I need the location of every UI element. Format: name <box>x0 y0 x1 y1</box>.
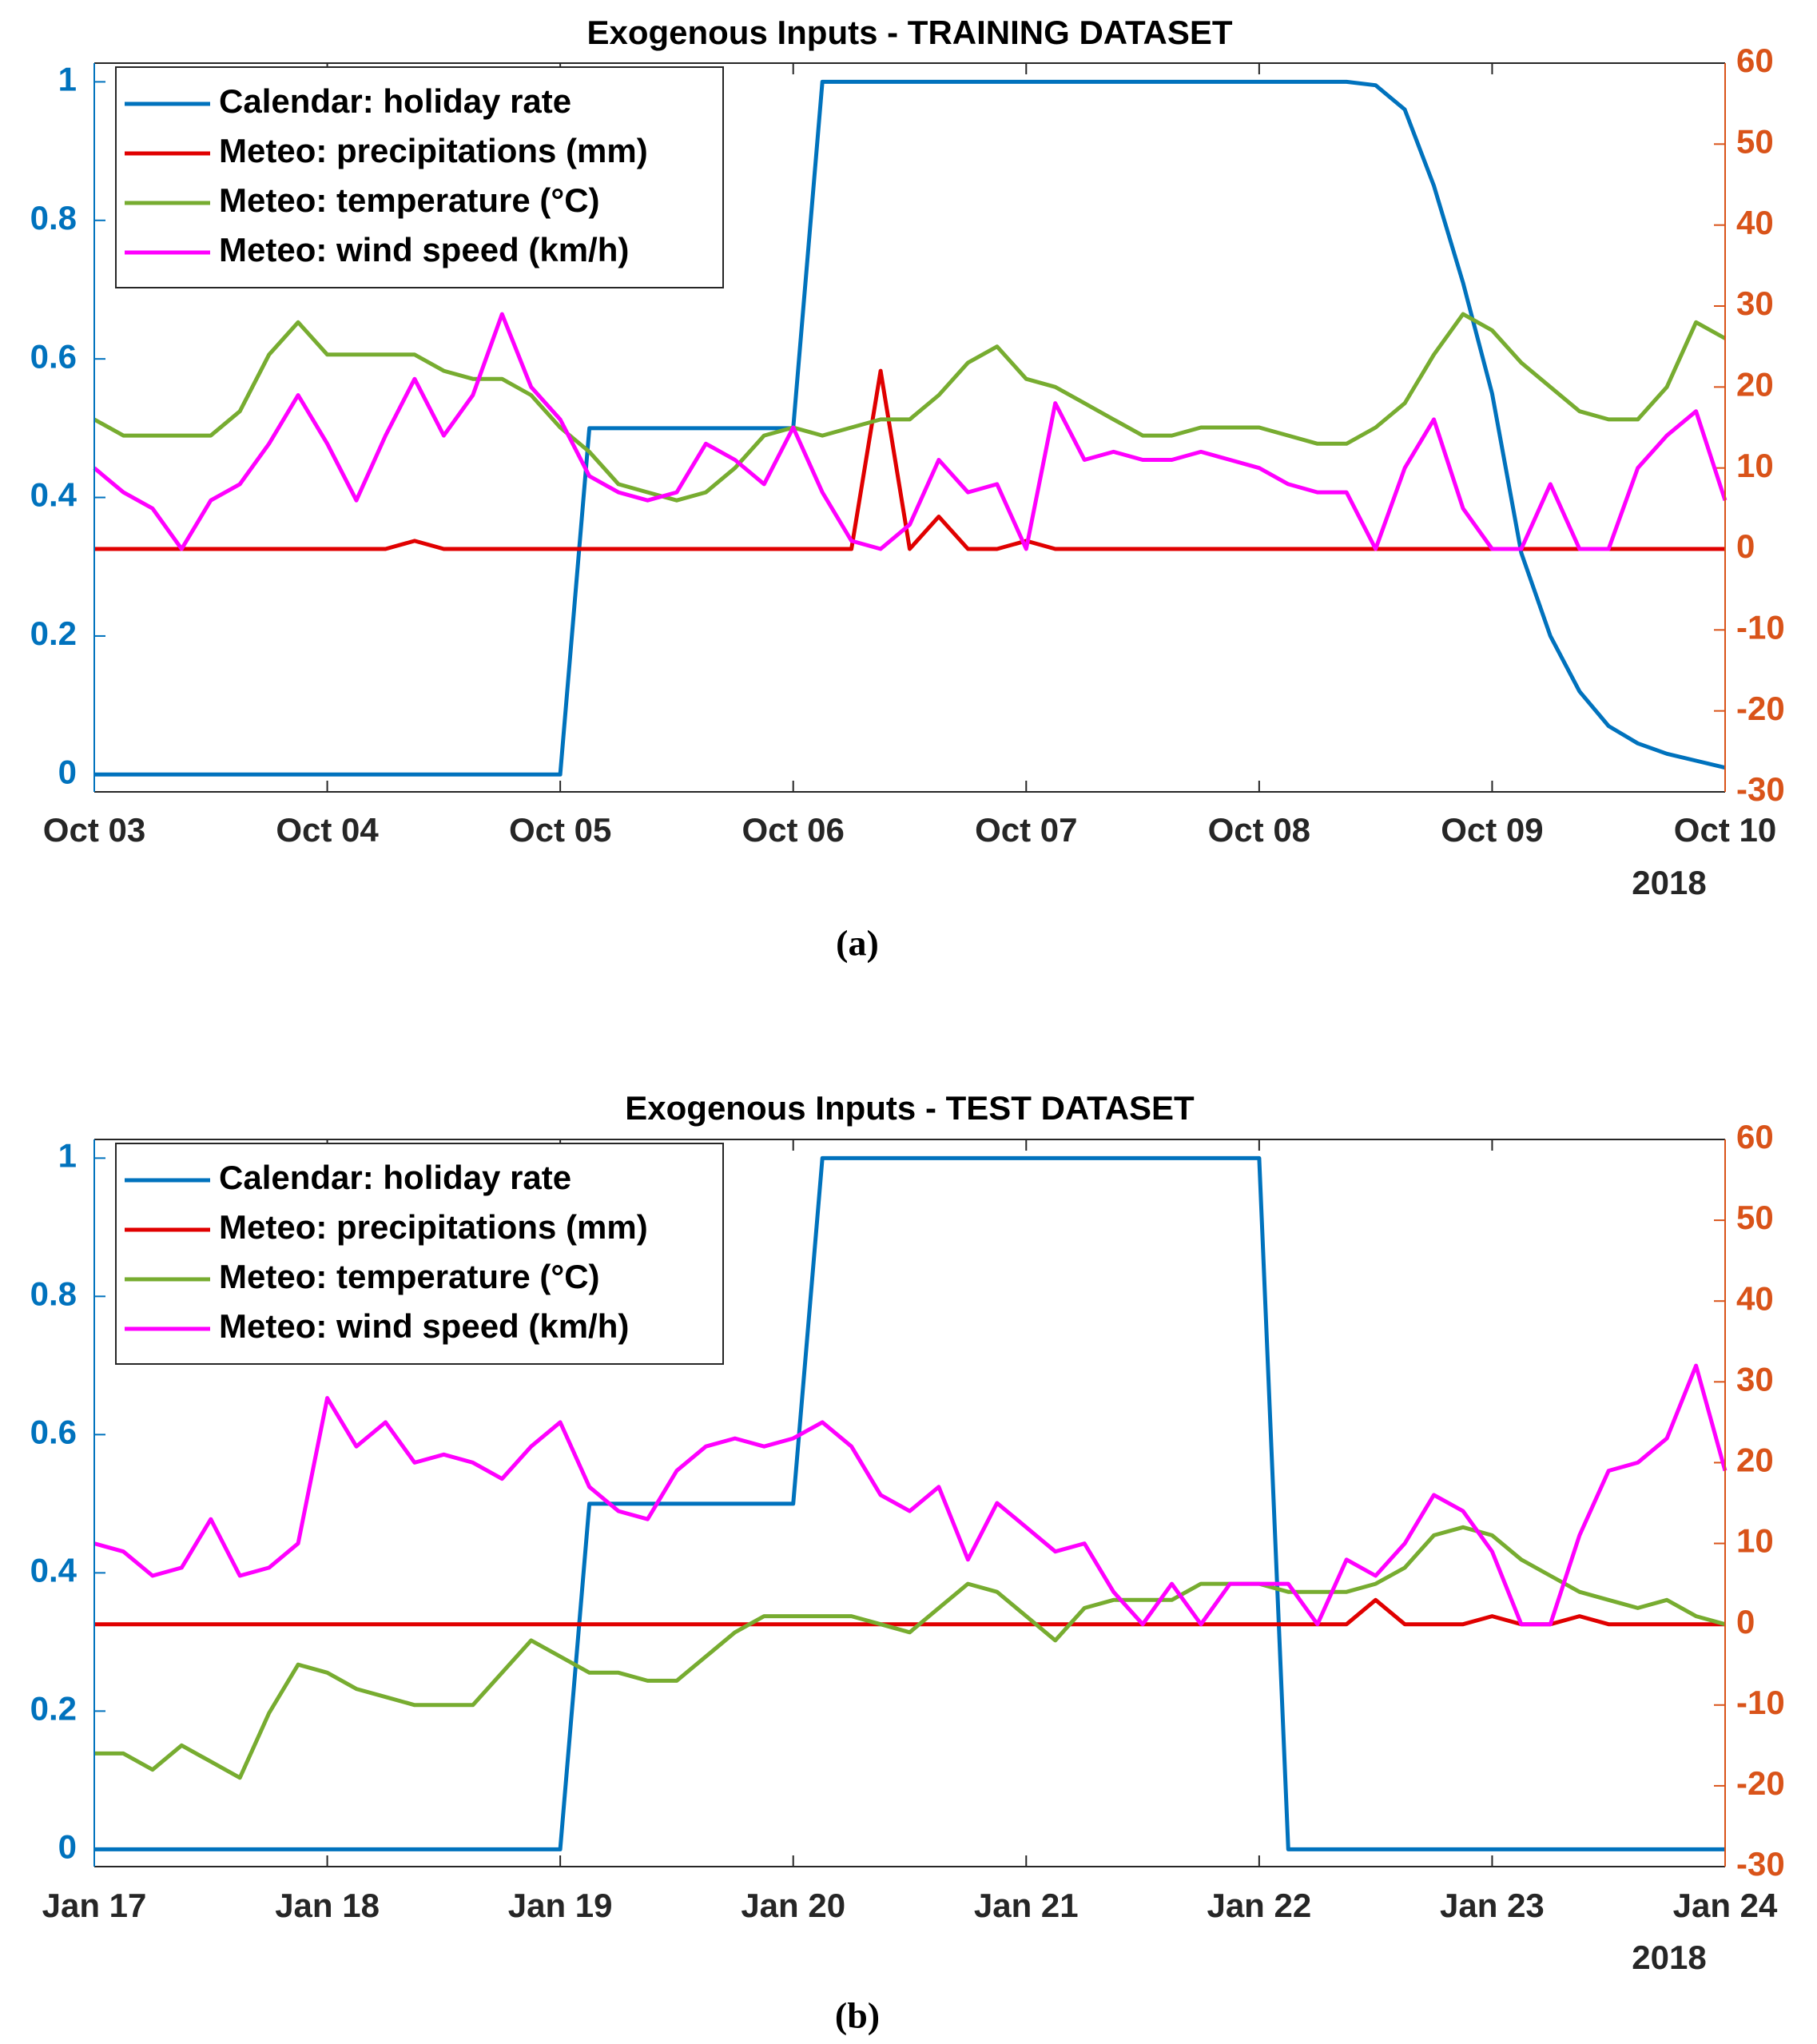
legend-label: Calendar: holiday rate <box>219 1159 571 1196</box>
x-tick-label: Jan 19 <box>508 1887 613 1924</box>
y2-tick-label: -30 <box>1736 1845 1785 1883</box>
series-line <box>94 368 1725 551</box>
y-tick-label: 1 <box>58 61 77 98</box>
x-tick-label: Jan 23 <box>1440 1887 1545 1924</box>
x-tick-label: Oct 07 <box>975 811 1077 849</box>
y-tick-label: 0.8 <box>30 1275 77 1312</box>
y-tick-label: 1 <box>58 1136 77 1174</box>
y-tick-label: 0.8 <box>30 199 77 237</box>
y2-tick-label: 30 <box>1736 1360 1774 1398</box>
y2-tick-label: 60 <box>1736 42 1774 79</box>
year-annotation: 2018 <box>1632 864 1706 901</box>
y-tick-label: 0 <box>58 753 77 790</box>
y2-tick-label: -10 <box>1736 608 1785 646</box>
y-tick-label: 0.2 <box>30 1689 77 1727</box>
legend-box <box>115 66 724 288</box>
caption: (a) <box>836 923 879 964</box>
y2-tick-label: 0 <box>1736 1603 1755 1640</box>
x-tick-label: Jan 21 <box>974 1887 1079 1924</box>
y-tick-label: 0.4 <box>30 476 78 514</box>
y2-tick-label: 20 <box>1736 1442 1774 1479</box>
y2-tick-label: 40 <box>1736 204 1774 241</box>
x-tick-label: Oct 09 <box>1441 811 1543 849</box>
series-line <box>93 312 1727 503</box>
y-tick-label: 0 <box>58 1827 77 1865</box>
legend-label: Meteo: precipitations (mm) <box>219 1208 648 1246</box>
y2-tick-label: 0 <box>1736 527 1755 565</box>
x-tick-label: Jan 17 <box>42 1887 147 1924</box>
legend-label: Meteo: wind speed (km/h) <box>219 1307 629 1345</box>
x-tick-label: Jan 20 <box>741 1887 845 1924</box>
x-tick-label: Jan 18 <box>275 1887 380 1924</box>
chart-title: Exogenous Inputs - TEST DATASET <box>625 1089 1195 1127</box>
y2-tick-label: 20 <box>1736 365 1774 403</box>
x-tick-label: Oct 06 <box>742 811 845 849</box>
y2-tick-label: -20 <box>1736 690 1785 727</box>
legend-box <box>115 1143 724 1365</box>
y2-tick-label: 30 <box>1736 284 1774 322</box>
x-tick-label: Jan 22 <box>1207 1887 1311 1924</box>
chart-title: Exogenous Inputs - TRAINING DATASET <box>586 14 1232 51</box>
x-tick-label: Jan 24 <box>1673 1887 1778 1924</box>
x-tick-label: Oct 08 <box>1208 811 1310 849</box>
series-line <box>94 79 1726 777</box>
legend-label: Meteo: precipitations (mm) <box>219 132 648 169</box>
series-line <box>94 1155 1725 1851</box>
y2-tick-label: 50 <box>1736 1199 1774 1236</box>
x-tick-label: Oct 05 <box>509 811 611 849</box>
x-tick-label: Oct 03 <box>43 811 145 849</box>
y2-tick-label: 10 <box>1736 1522 1774 1560</box>
y2-tick-label: -20 <box>1736 1764 1785 1802</box>
y2-tick-label: 10 <box>1736 447 1774 484</box>
series-line <box>93 312 1728 551</box>
year-annotation: 2018 <box>1632 1939 1706 1976</box>
x-tick-label: Oct 04 <box>276 811 379 849</box>
y2-tick-label: 60 <box>1736 1118 1774 1155</box>
y-tick-label: 0.4 <box>30 1551 78 1589</box>
legend-label: Meteo: wind speed (km/h) <box>219 231 629 268</box>
y2-tick-label: -10 <box>1736 1684 1785 1721</box>
x-tick-label: Oct 10 <box>1674 811 1776 849</box>
caption: (b) <box>835 1995 880 2036</box>
legend-label: Calendar: holiday rate <box>219 82 571 120</box>
y-tick-label: 0.6 <box>30 337 77 375</box>
y-tick-label: 0.2 <box>30 614 77 652</box>
legend-label: Meteo: temperature (°C) <box>219 181 600 219</box>
y2-tick-label: -30 <box>1736 770 1785 808</box>
y-tick-label: 0.6 <box>30 1413 77 1450</box>
series-line <box>94 1525 1726 1780</box>
y2-tick-label: 40 <box>1736 1279 1774 1317</box>
legend-label: Meteo: temperature (°C) <box>219 1258 600 1295</box>
series-line <box>94 1597 1725 1627</box>
series-line <box>93 1363 1728 1627</box>
y2-tick-label: 50 <box>1736 122 1774 160</box>
